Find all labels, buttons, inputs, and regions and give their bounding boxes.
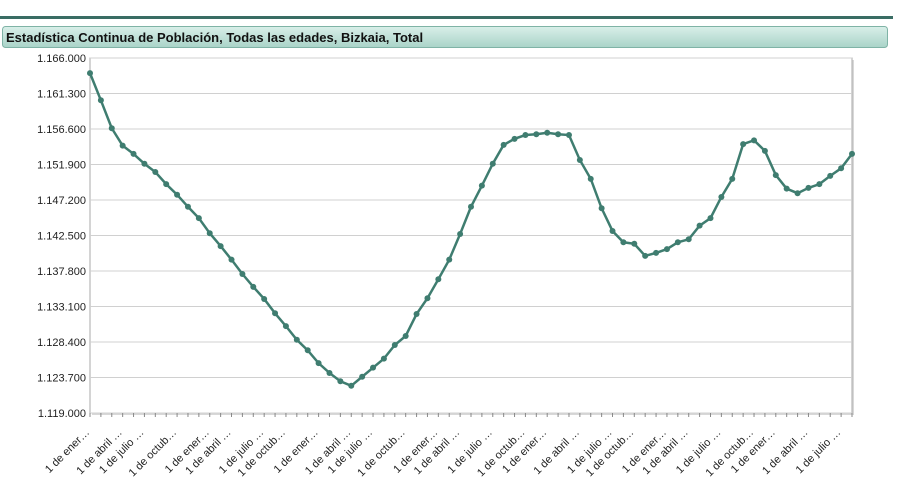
y-tick-label: 1.156.600 xyxy=(37,124,86,136)
point xyxy=(565,132,572,139)
point xyxy=(729,175,736,182)
point xyxy=(239,271,246,278)
point xyxy=(195,215,202,222)
point xyxy=(642,252,649,259)
point xyxy=(838,165,845,172)
point xyxy=(696,222,703,229)
point xyxy=(718,193,725,200)
point xyxy=(304,347,311,354)
point xyxy=(130,150,137,157)
point xyxy=(217,243,224,250)
point xyxy=(370,364,377,371)
y-tick-label: 1.137.800 xyxy=(37,266,86,278)
point xyxy=(446,256,453,263)
y-tick-label: 1.166.000 xyxy=(37,53,86,65)
point xyxy=(380,355,387,362)
point xyxy=(402,332,409,339)
point xyxy=(816,181,823,188)
chart-title: Estadística Continua de Población, Todas… xyxy=(6,30,423,45)
y-tick-label: 1.133.100 xyxy=(37,302,86,314)
point xyxy=(544,129,551,136)
point xyxy=(315,360,322,367)
point xyxy=(326,369,333,376)
point xyxy=(751,137,758,144)
point xyxy=(108,125,115,132)
point xyxy=(500,141,507,148)
point xyxy=(707,215,714,222)
point xyxy=(250,283,257,290)
point xyxy=(282,323,289,330)
point xyxy=(522,132,529,139)
y-tick-label: 1.151.900 xyxy=(37,160,86,172)
title-bar xyxy=(2,26,888,48)
point xyxy=(184,203,191,210)
point xyxy=(587,175,594,182)
point xyxy=(478,182,485,189)
point xyxy=(272,310,279,317)
point xyxy=(489,160,496,167)
point xyxy=(772,172,779,179)
y-tick-label: 1.123.700 xyxy=(37,373,86,385)
point xyxy=(468,203,474,210)
y-tick-label: 1.161.300 xyxy=(37,89,86,101)
point xyxy=(293,336,300,343)
point xyxy=(653,249,660,256)
point xyxy=(849,150,855,157)
point xyxy=(794,190,801,197)
point xyxy=(555,131,562,138)
point xyxy=(87,70,93,77)
point xyxy=(435,276,442,283)
point xyxy=(174,191,181,198)
point xyxy=(348,382,355,389)
point xyxy=(391,342,398,349)
point xyxy=(674,239,681,246)
point xyxy=(141,160,148,167)
point xyxy=(620,239,627,246)
top-rule xyxy=(0,16,893,19)
point xyxy=(576,156,583,163)
point xyxy=(740,141,747,148)
point xyxy=(261,295,268,302)
point xyxy=(97,97,104,104)
point xyxy=(598,205,605,212)
point xyxy=(228,256,235,263)
point xyxy=(827,172,834,179)
y-tick-label: 1.128.400 xyxy=(37,337,86,349)
point xyxy=(761,147,768,154)
point xyxy=(119,142,126,149)
point xyxy=(663,246,670,253)
point xyxy=(805,184,812,191)
point xyxy=(631,240,638,247)
y-tick-label: 1.147.200 xyxy=(37,195,86,207)
y-tick-label: 1.119.000 xyxy=(38,408,86,420)
point xyxy=(609,227,616,234)
point xyxy=(337,378,344,385)
point xyxy=(152,169,159,176)
point xyxy=(424,295,431,302)
point xyxy=(685,236,692,243)
point xyxy=(413,311,420,318)
y-tick-label: 1.142.500 xyxy=(37,231,86,243)
point xyxy=(206,230,213,237)
point xyxy=(163,181,170,188)
point xyxy=(533,131,540,138)
point xyxy=(783,185,790,192)
point xyxy=(359,373,366,380)
point xyxy=(457,230,464,237)
point xyxy=(511,135,518,142)
